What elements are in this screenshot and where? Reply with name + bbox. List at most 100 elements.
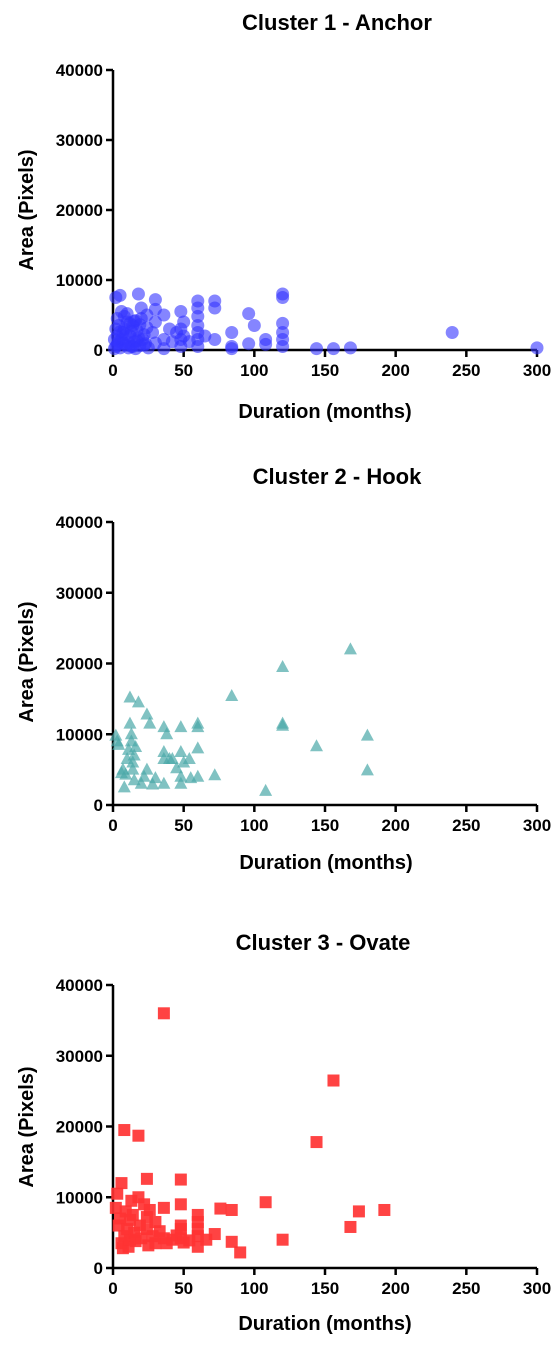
data-point <box>177 755 191 768</box>
y-tick-label: 10000 <box>56 271 103 290</box>
y-axis-label: Area (Pixels) <box>16 149 38 270</box>
data-point <box>276 316 290 330</box>
data-point <box>174 776 188 789</box>
data-point <box>123 690 137 703</box>
data-point <box>276 1233 289 1246</box>
scatter-plot-ovate: Cluster 3 - Ovate Duration (months) Area… <box>16 930 551 1335</box>
x-axis-label: Duration (months) <box>238 1313 411 1335</box>
x-tick-label: 200 <box>381 816 409 835</box>
y-tick-label: 40000 <box>56 513 103 532</box>
y-axis-label: Area (Pixels) <box>16 1066 38 1187</box>
chart-panel-hook: Cluster 2 - Hook Duration (months) Area … <box>0 450 557 895</box>
data-point <box>112 737 126 750</box>
y-tick-label: 10000 <box>56 1188 103 1207</box>
x-tick-label: 250 <box>452 1279 480 1298</box>
data-point <box>310 739 324 752</box>
data-point <box>242 337 256 351</box>
data-point <box>360 728 374 741</box>
data-point <box>131 695 145 708</box>
data-point <box>123 716 137 729</box>
x-tick-label: 250 <box>452 816 480 835</box>
data-point <box>276 291 290 304</box>
y-tick-label: 10000 <box>56 725 103 744</box>
data-point <box>131 287 145 301</box>
data-point <box>157 720 171 733</box>
data-point <box>134 776 148 789</box>
x-tick-label: 100 <box>240 816 268 835</box>
data-point <box>191 720 205 733</box>
x-tick-label: 50 <box>174 361 193 380</box>
data-point <box>174 744 188 757</box>
data-point <box>310 342 324 356</box>
y-tick-label: 0 <box>94 796 103 815</box>
data-point <box>140 1172 153 1185</box>
data-point <box>327 1074 340 1087</box>
data-point <box>344 1220 357 1233</box>
data-point <box>157 1201 170 1214</box>
y-tick-label: 0 <box>94 341 103 360</box>
y-tick-label: 40000 <box>56 976 103 995</box>
data-point <box>225 689 239 702</box>
scatter-plot-anchor: Cluster 1 - Anchor Duration (months) Are… <box>16 10 551 423</box>
y-tick-label: 20000 <box>56 1118 103 1137</box>
data-point <box>276 660 290 673</box>
x-tick-label: 300 <box>523 1279 551 1298</box>
data-point <box>343 341 357 355</box>
data-point <box>157 744 171 757</box>
data-point <box>225 1203 238 1216</box>
y-tick-label: 30000 <box>56 584 103 603</box>
data-point <box>208 768 222 781</box>
chart-title: Cluster 3 - Ovate <box>236 930 411 955</box>
data-point <box>160 727 174 740</box>
data-point <box>234 1246 247 1259</box>
data-point <box>214 1202 227 1215</box>
data-point <box>174 1198 187 1211</box>
x-tick-label: 300 <box>523 361 551 380</box>
data-point <box>129 739 143 752</box>
data-point <box>191 741 205 754</box>
data-point <box>276 718 290 731</box>
data-point <box>146 777 160 790</box>
chart-title: Cluster 1 - Anchor <box>242 10 432 35</box>
data-point <box>109 1201 122 1214</box>
data-point <box>225 1235 238 1248</box>
data-point <box>174 1223 187 1236</box>
data-point <box>110 312 124 325</box>
data-point <box>225 342 239 356</box>
x-tick-label: 100 <box>240 361 268 380</box>
data-point <box>191 340 205 353</box>
data-point <box>140 762 154 775</box>
data-point <box>191 769 205 782</box>
x-tick-label: 100 <box>240 1279 268 1298</box>
data-point <box>146 326 160 339</box>
x-tick-label: 250 <box>452 361 480 380</box>
data-point <box>198 329 212 343</box>
y-tick-label: 0 <box>94 1259 103 1278</box>
data-point <box>148 771 162 784</box>
data-point <box>157 1007 170 1020</box>
x-tick-label: 50 <box>174 816 193 835</box>
y-tick-label: 30000 <box>56 1047 103 1066</box>
scatter-plot-hook: Cluster 2 - Hook Duration (months) Area … <box>16 464 551 874</box>
data-point <box>148 293 162 307</box>
data-point <box>174 720 188 733</box>
data-point <box>113 288 127 302</box>
data-point <box>126 1208 139 1221</box>
y-axis-label: Area (Pixels) <box>16 601 38 722</box>
data-point <box>143 1203 156 1216</box>
data-point <box>259 783 273 796</box>
x-tick-label: 200 <box>381 1279 409 1298</box>
data-point <box>140 707 154 720</box>
data-point <box>126 762 140 775</box>
data-point <box>310 1136 323 1149</box>
x-tick-label: 0 <box>108 1279 117 1298</box>
data-point <box>247 319 261 332</box>
y-tick-label: 20000 <box>56 655 103 674</box>
x-tick-label: 150 <box>311 361 339 380</box>
y-tick-label: 40000 <box>56 61 103 80</box>
data-point <box>182 752 196 765</box>
data-point <box>343 642 357 655</box>
data-point <box>109 728 123 741</box>
data-point <box>118 1124 131 1137</box>
data-point <box>137 769 151 782</box>
